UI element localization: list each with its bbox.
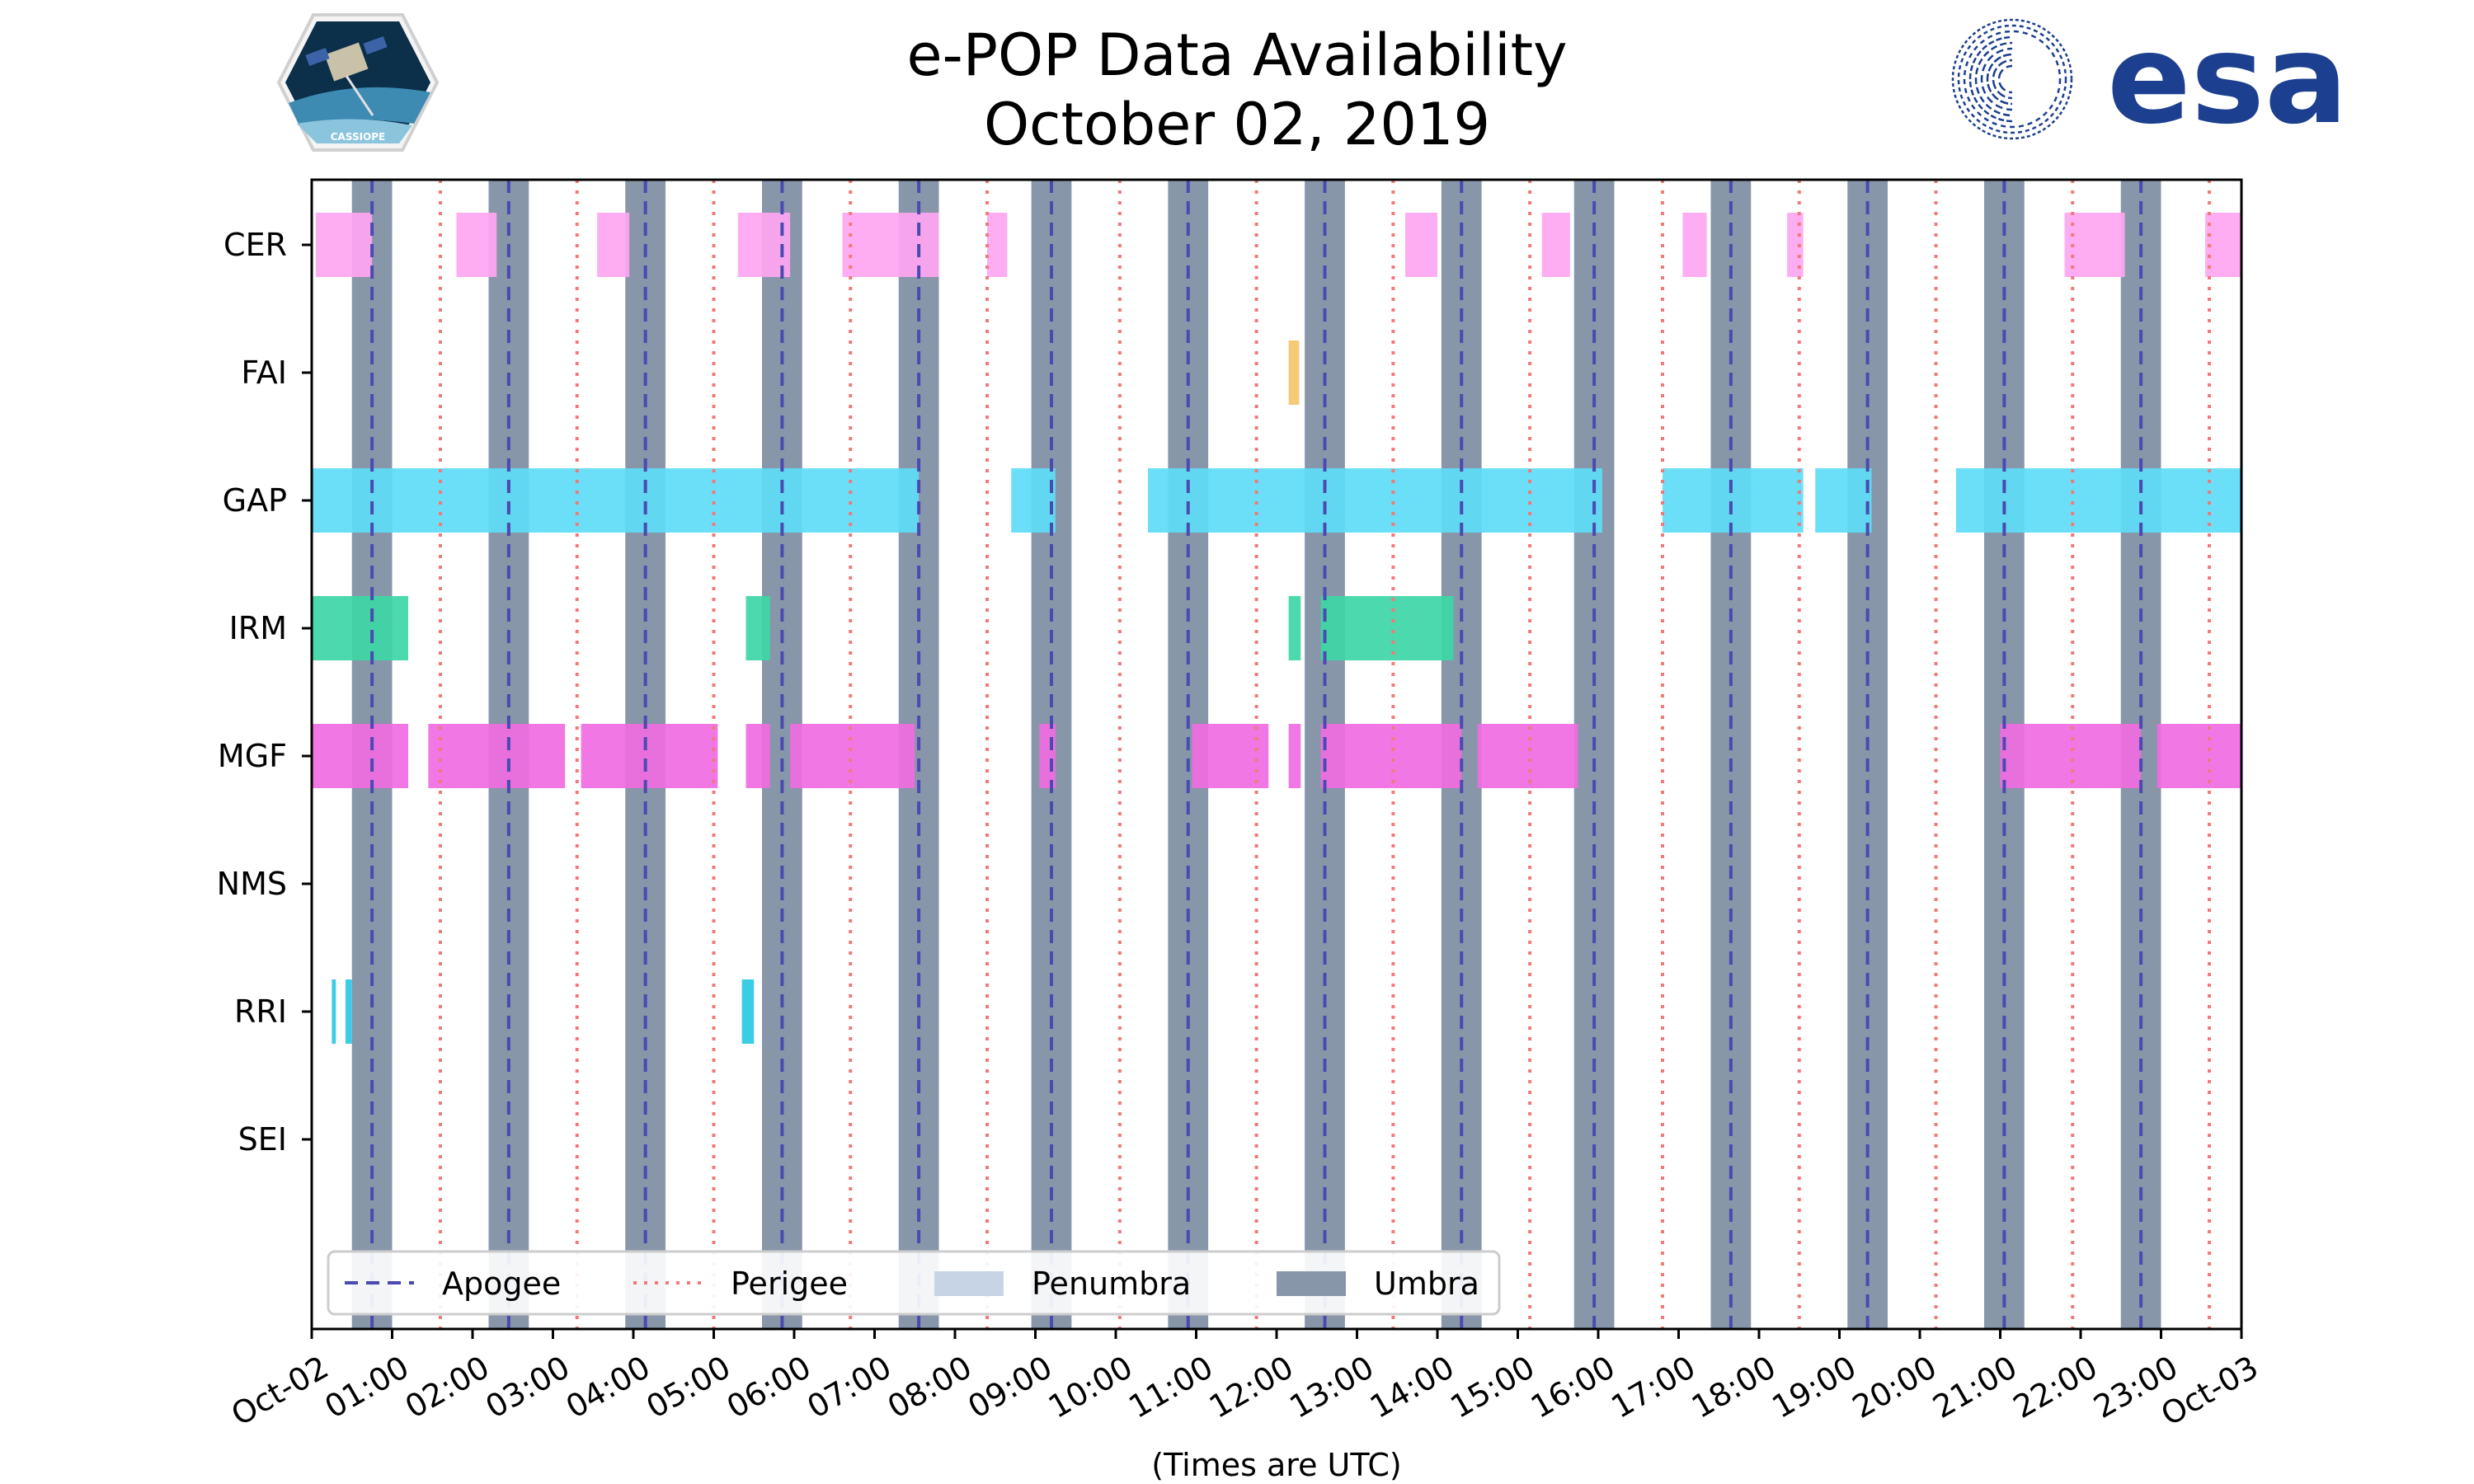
x-tick-label: 06:00	[721, 1349, 817, 1425]
x-tick-label: 15:00	[1444, 1349, 1540, 1425]
bar-gap	[312, 468, 920, 533]
x-tick-label: 07:00	[801, 1349, 897, 1425]
bar-cer	[1787, 213, 1804, 277]
x-tick-label: 10:00	[1042, 1349, 1139, 1425]
bar-irm	[312, 596, 408, 660]
esa-logo: esa	[1951, 8, 2348, 152]
bar-cer	[2205, 213, 2241, 277]
bar-mgf	[1288, 724, 1301, 788]
bar-rri	[332, 979, 336, 1044]
y-tick-label-sei: SEI	[238, 1121, 287, 1158]
cassiope-logo-text: CASSIOPE	[331, 131, 386, 143]
legend-box	[327, 1250, 1501, 1316]
bar-gap	[1011, 468, 1056, 533]
x-tick-label: 18:00	[1686, 1349, 1782, 1425]
bar-mgf	[1192, 724, 1269, 788]
legend-label-apogee: Apogee	[442, 1266, 561, 1302]
x-tick-label: 16:00	[1525, 1349, 1621, 1425]
legend: Apogee Perigee Penumbra Umbra	[327, 1250, 1501, 1316]
legend-penumbra-swatch	[934, 1271, 1004, 1296]
bar-rri	[741, 979, 755, 1044]
esa-logo-ring	[1951, 18, 2073, 140]
legend-label-penumbra: Penumbra	[1032, 1266, 1191, 1302]
y-tick-label-mgf: MGF	[218, 738, 287, 774]
bar-mgf	[1477, 724, 1578, 788]
chart-subtitle: October 02, 2019	[983, 91, 1491, 158]
bar-cer	[1682, 213, 1707, 277]
bar-fai	[1288, 340, 1300, 405]
bar-mgf	[2000, 724, 2142, 788]
x-tick-label: Oct-02	[225, 1349, 335, 1433]
bar-cer	[842, 213, 939, 277]
bar-irm	[745, 596, 770, 660]
x-tick-label: 17:00	[1605, 1349, 1701, 1425]
chart-title: e-POP Data Availability	[906, 21, 1568, 89]
bar-irm	[1320, 596, 1454, 660]
x-tick-label: 01:00	[318, 1349, 415, 1425]
bar-mgf	[1320, 724, 1462, 788]
x-tick-label: 13:00	[1283, 1349, 1380, 1425]
x-tick-label: 11:00	[1122, 1349, 1219, 1425]
bar-cer	[2064, 213, 2125, 277]
esa-logo-ring	[1963, 30, 2062, 129]
legend-umbra-swatch	[1277, 1271, 1346, 1296]
bar-cer	[1541, 213, 1570, 277]
bar-mgf	[1039, 724, 1056, 788]
x-axis-label: (Times are UTC)	[1151, 1447, 1401, 1483]
x-tick-label: 20:00	[1846, 1349, 1943, 1425]
x-tick-label: 05:00	[640, 1349, 736, 1425]
x-tick-label: 21:00	[1926, 1349, 2023, 1425]
y-tick-label-fai: FAI	[241, 355, 287, 391]
bar-mgf	[312, 724, 408, 788]
bar-cer	[456, 213, 497, 277]
x-tick-label: 14:00	[1364, 1349, 1460, 1425]
bar-mgf	[2157, 724, 2241, 788]
bar-mgf	[745, 724, 770, 788]
bar-irm	[1288, 596, 1301, 660]
umbra-band	[1847, 180, 1888, 1329]
legend-label-umbra: Umbra	[1374, 1266, 1479, 1302]
y-tick-label-gap: GAP	[223, 482, 287, 519]
umbra-band	[1573, 180, 1615, 1329]
esa-logo-ring	[1957, 24, 2067, 134]
x-tick-label: 02:00	[399, 1349, 496, 1425]
legend-label-perigee: Perigee	[731, 1266, 848, 1302]
cassiope-logo: CASSIOPE	[276, 13, 440, 152]
x-tick-label: 04:00	[560, 1349, 656, 1425]
bar-gap	[1148, 468, 1602, 533]
bar-mgf	[790, 724, 915, 788]
esa-logo-text: esa	[2107, 8, 2348, 152]
x-tick-label: 08:00	[882, 1349, 978, 1425]
bar-cer	[597, 213, 630, 277]
bar-cer	[1405, 213, 1437, 277]
bar-mgf	[581, 724, 718, 788]
esa-logo-cut	[2012, 33, 2058, 125]
x-tick-label: 19:00	[1766, 1349, 1862, 1425]
x-tick-label: 09:00	[962, 1349, 1058, 1425]
y-tick-label-cer: CER	[223, 227, 287, 263]
plot-area	[312, 180, 2241, 1329]
bar-gap	[1815, 468, 1872, 533]
y-tick-label-nms: NMS	[217, 866, 287, 902]
x-tick-label: 03:00	[479, 1349, 576, 1425]
bar-gap	[1955, 468, 2241, 533]
bar-cer	[987, 213, 1008, 277]
bar-gap	[1663, 468, 1804, 533]
x-tick-label: 12:00	[1203, 1349, 1300, 1425]
bar-cer	[315, 213, 373, 277]
x-tick-label: 22:00	[2007, 1349, 2104, 1425]
umbra-band	[1710, 180, 1752, 1329]
bar-mgf	[428, 724, 566, 788]
y-tick-label-rri: RRI	[234, 993, 287, 1030]
bar-rri	[345, 979, 352, 1044]
y-tick-label-irm: IRM	[229, 610, 287, 646]
